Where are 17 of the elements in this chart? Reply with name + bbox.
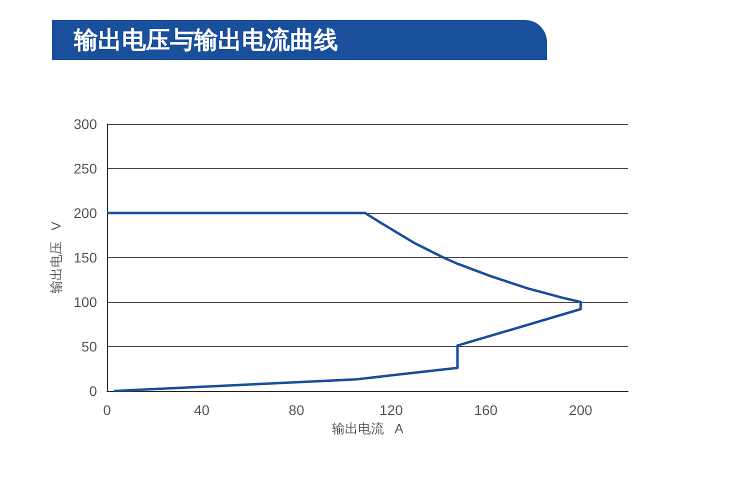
x-axis-title: 输出电流 A xyxy=(332,420,404,436)
y-tick-label: 150 xyxy=(74,250,98,266)
y-tick-label: 100 xyxy=(74,294,98,310)
y-tick-label: 50 xyxy=(81,338,98,354)
line-series xyxy=(106,212,582,392)
x-tick-label: 120 xyxy=(380,402,404,418)
y-axis-title: 输出电压 V xyxy=(48,221,64,294)
x-tick-label: 160 xyxy=(474,402,498,418)
chart-title: 输出电压与输出电流曲线 xyxy=(52,20,547,60)
x-tick-label: 200 xyxy=(568,402,593,418)
y-tick-label: 0 xyxy=(89,383,98,399)
y-tick-label: 200 xyxy=(74,205,98,221)
x-tick-label: 40 xyxy=(194,402,210,418)
y-tick-label: 300 xyxy=(74,116,98,132)
x-tick-label: 80 xyxy=(288,402,304,418)
x-tick-label: 0 xyxy=(103,402,112,418)
y-tick-label: 250 xyxy=(74,160,98,176)
